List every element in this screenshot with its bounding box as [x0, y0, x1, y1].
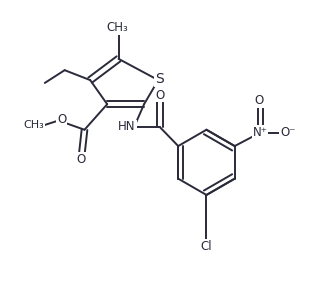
Text: S: S: [155, 72, 164, 86]
Text: HN: HN: [118, 120, 136, 133]
Text: O⁻: O⁻: [280, 126, 296, 139]
Text: CH₃: CH₃: [24, 121, 45, 131]
Text: O: O: [156, 89, 165, 102]
Text: O: O: [255, 94, 264, 107]
Text: N⁺: N⁺: [253, 126, 268, 139]
Text: Cl: Cl: [201, 240, 212, 253]
Text: CH₃: CH₃: [106, 21, 128, 34]
Text: O: O: [57, 113, 66, 126]
Text: O: O: [76, 153, 85, 166]
